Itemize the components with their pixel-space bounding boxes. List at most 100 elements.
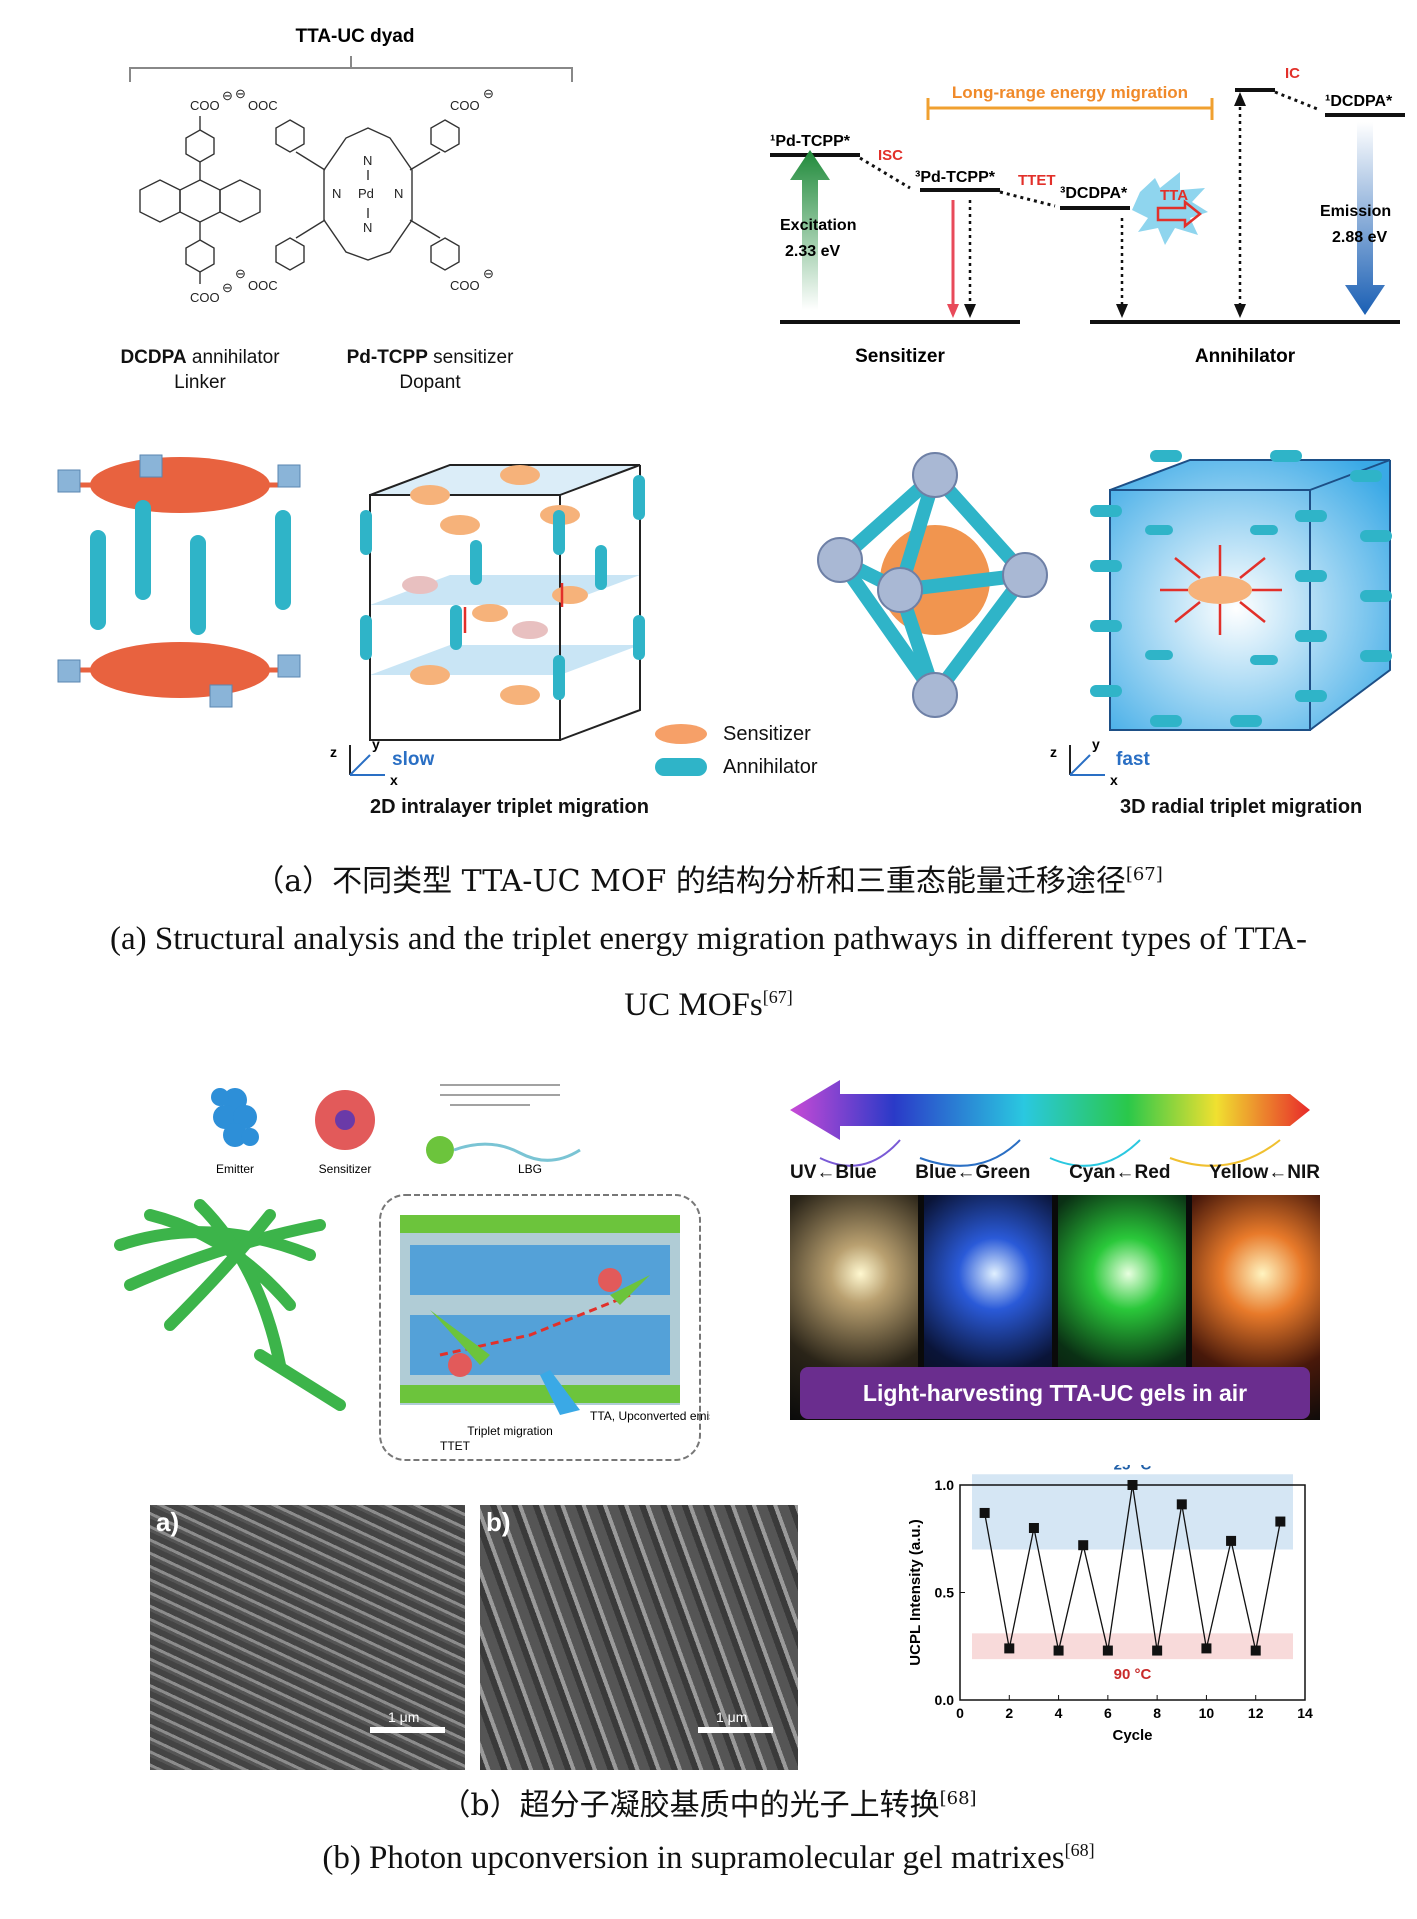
pdtcpp-role: sensitizer [433,347,514,368]
ttet-arrow [999,190,1056,208]
annihilator-rod [190,535,206,635]
svg-text:⊖: ⊖ [222,280,233,295]
pdtcpp-name: Pd-TCPP [346,347,428,368]
x-tick-label: 2 [1005,1705,1013,1721]
data-point [1078,1540,1089,1551]
cube-3d [1090,450,1392,731]
x-axis-label: Cycle [1112,1727,1152,1744]
conversion-cyan: Cyan←Red [1069,1162,1171,1183]
x-tick-label: 10 [1199,1705,1215,1721]
dyad-bracket [129,56,573,82]
sensitizer-swatch [655,724,707,744]
svg-text:⊖: ⊖ [235,266,246,281]
gel-schematic: Emitter Sensitizer LBG [114,1084,710,1461]
fast-label: fast [1116,749,1150,770]
data-point [1004,1643,1015,1654]
y-axis-label: UCPL Intensity (a.u.) [907,1519,924,1665]
svg-text:N: N [363,220,372,235]
svg-text:⊖: ⊖ [235,86,246,101]
octahedral-mof [817,452,1048,718]
data-point [1176,1499,1187,1510]
dcdpa-label: DCDPA annihilator Linker [100,345,300,395]
lbg-icon [426,1084,581,1164]
data-point [1201,1643,1212,1654]
y-tick-label: 0.5 [935,1585,955,1601]
svg-text:⊖: ⊖ [483,266,494,281]
caption-a-en: (a) Structural analysis and the triplet … [110,921,1307,1023]
axes-3d: z y x fast [1050,736,1150,788]
dyad-title: TTA-UC dyad [296,26,415,47]
band-90c-label: 90 °C [1114,1666,1152,1683]
cube-2d [360,464,645,741]
ucpl-chart: 25 °C 90 °C 0 2 4 6 8 10 12 14 0.0 0.5 1.0 UCPL In… [907,1465,1313,1744]
svg-text:COO: COO [190,98,220,113]
data-point [1053,1645,1064,1656]
annihilator-rod [135,500,151,600]
sensitizer-caption: Sensitizer [855,346,945,367]
pdtcpp-structure: ⊖ OOC COO ⊖ Pd N N N N ⊖ OOC COO ⊖ [235,86,494,293]
excitation-ev: 2.33 eV [785,243,840,260]
legend: Sensitizer Annihilator [655,718,875,784]
svg-text:N: N [363,153,372,168]
emission-ev: 2.88 eV [1332,229,1387,246]
label-2d: 2D intralayer triplet migration [370,796,649,818]
x-tick-label: 0 [956,1705,964,1721]
excitation-label: Excitation [780,217,856,234]
dcdpa-structure: COO ⊖ COO ⊖ [139,88,261,305]
x-tick-label: 8 [1153,1705,1161,1721]
sem-image-a: a) 1 μm [150,1505,465,1770]
excitation-arrow [790,150,830,310]
y-tick-label: 0.0 [935,1692,955,1708]
caption-b-cn: （b）超分子凝胶基质中的光子上转换[68] [440,1788,977,1823]
data-point [979,1507,990,1518]
dcdpa-name: DCDPA [120,347,187,368]
ttet-label: TTET [1018,172,1056,189]
conversion-yellow: Yellow←NIR [1209,1162,1320,1183]
scale-bar [698,1727,773,1733]
svg-text:z: z [330,744,337,760]
svg-text:N: N [394,186,403,201]
svg-text:OOC: OOC [248,278,278,293]
sem-b-label: b) [486,1507,511,1537]
pd1-label: ¹Pd-TCPP* [770,133,851,150]
dcdpa-role: annihilator [191,347,280,368]
conversion-blue: Blue←Green [915,1162,1031,1183]
legend-sensitizer: Sensitizer [655,718,875,750]
ic-label: IC [1285,65,1300,82]
axes-2d: z y x slow [330,736,434,788]
long-range-bracket [926,98,1214,120]
data-point [1275,1516,1286,1527]
svg-text:y: y [372,736,380,752]
isc-arrow [859,156,911,190]
pdtcpp-sub: Dopant [399,372,461,393]
spectrum-arrow [790,1080,1310,1167]
band-25c-label: 25 °C [1114,1465,1152,1473]
caption-b-en: (b) Photon upconversion in supramolecula… [322,1840,1095,1876]
caption-a-cn: （a）不同类型 TTA-UC MOF 的结构分析和三重态能量迁移途径[67] [254,864,1163,899]
triplet-migration-caption: Triplet migration [467,1424,553,1438]
pdtcpp-label: Pd-TCPP sensitizer Dopant [320,345,540,395]
svg-text:COO: COO [450,278,480,293]
conversion-uv: UV←Blue [790,1162,877,1183]
dcdpa3-label: ³DCDPA* [1060,185,1128,202]
slow-label: slow [392,749,434,770]
pd3-label: ³Pd-TCPP* [915,169,996,186]
x-tick-label: 12 [1248,1705,1264,1721]
dcdpa-sub: Linker [174,372,226,393]
y-tick-label: 1.0 [935,1477,955,1493]
data-point [1028,1523,1039,1533]
isc-label: ISC [878,147,903,164]
ttet-caption: TTET [440,1439,471,1453]
svg-text:N: N [332,186,341,201]
tta-arrow [1156,199,1203,229]
plot-frame [959,1484,1306,1701]
fiber-bundle [114,1199,346,1411]
legend-annihilator: Annihilator [655,750,875,784]
sem-image-b: b) 1 μm [480,1505,798,1770]
label-3d: 3D radial triplet migration [1120,796,1363,818]
gel-banner: Light-harvesting TTA-UC gels in air [800,1367,1310,1419]
sem-a-label: a) [156,1507,180,1537]
svg-text:⊖: ⊖ [483,86,494,101]
data-point [1152,1645,1163,1656]
data-point [1102,1645,1113,1656]
